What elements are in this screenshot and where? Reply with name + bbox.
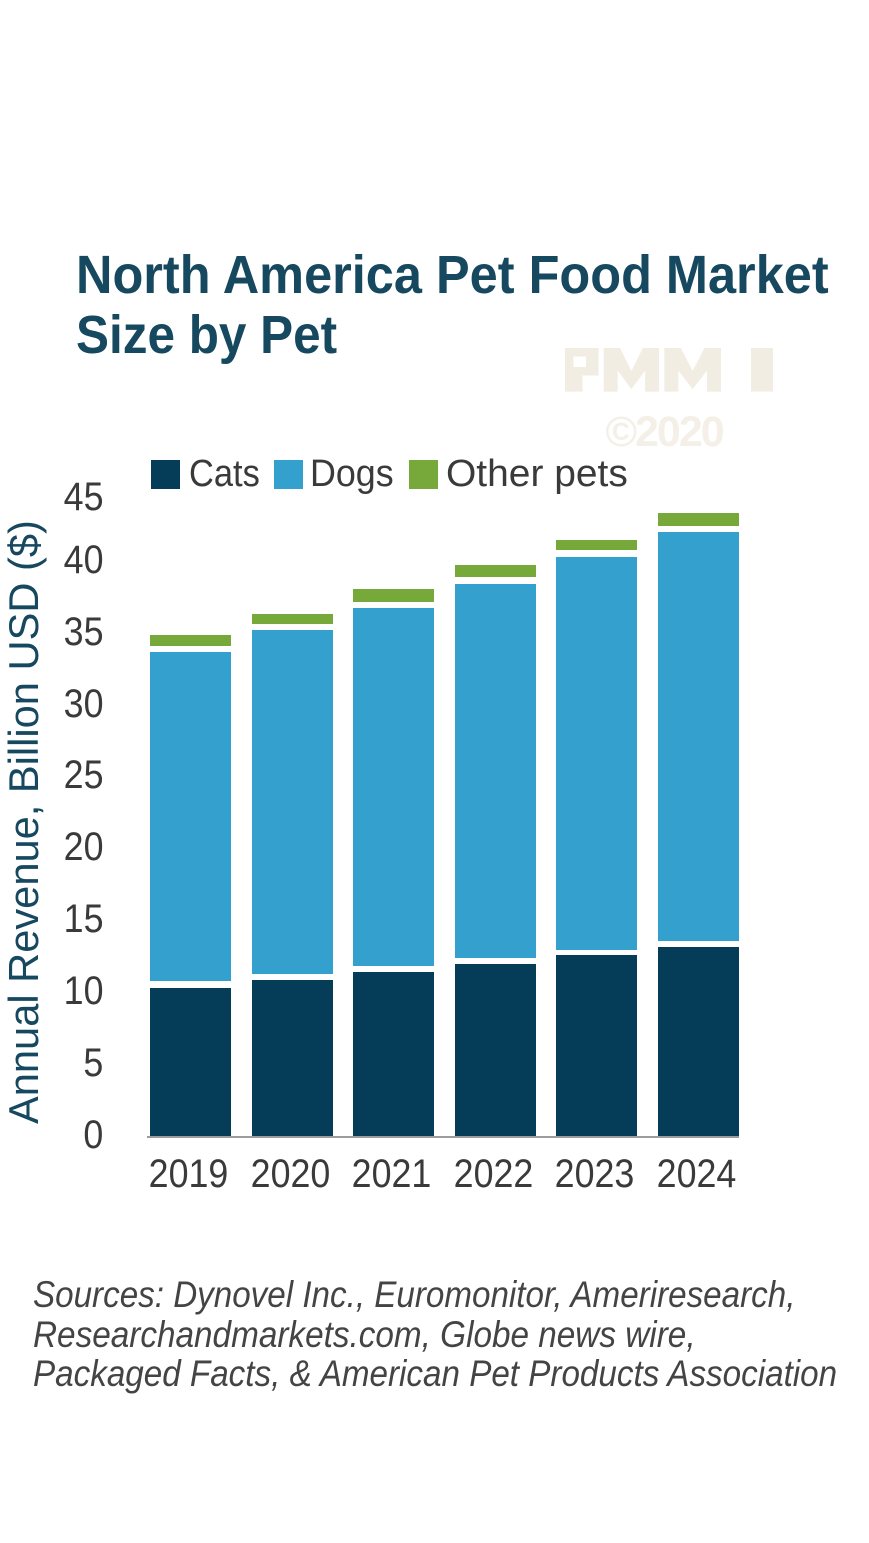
svg-text:©2020: ©2020 (605, 408, 723, 456)
